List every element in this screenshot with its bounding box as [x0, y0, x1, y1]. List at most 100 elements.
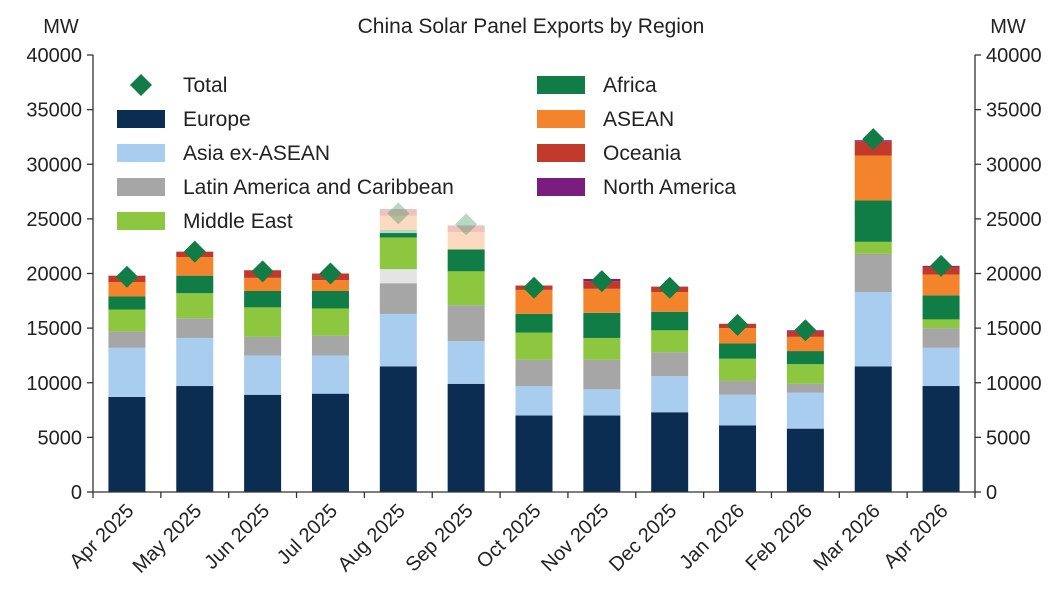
- bar-faded-latin-america-and-caribbean: [379, 269, 417, 284]
- legend-item-africa: Africa: [537, 74, 657, 97]
- bar-faded-asean: [447, 231, 485, 250]
- total-marker: [930, 254, 953, 277]
- bar-africa: [651, 311, 689, 331]
- bar-middle-east: [854, 241, 892, 254]
- legend: Total Europe Asia ex-ASEAN Latin America an…: [117, 74, 736, 233]
- right-y-tick-label: 10000: [986, 373, 1042, 395]
- bar-latin-america-and-caribbean: [447, 305, 485, 342]
- bar-europe: [719, 425, 757, 492]
- bar-asean: [311, 280, 349, 291]
- legend-label: ASEAN: [603, 108, 674, 131]
- bar-latin-america-and-caribbean: [786, 383, 824, 393]
- bar-asia-ex-asean: [651, 376, 689, 413]
- left-y-tick-label: 15000: [26, 318, 82, 340]
- chart-title: China Solar Panel Exports by Region: [358, 15, 705, 38]
- bar-middle-east: [108, 309, 146, 332]
- right-y-tick-label: 25000: [986, 209, 1042, 231]
- bar-africa: [854, 200, 892, 242]
- bar-asia-ex-asean: [379, 313, 417, 367]
- bar-africa: [244, 290, 282, 308]
- x-tick-label: Mar 2026: [809, 500, 884, 575]
- left-y-tick-label: 10000: [26, 373, 82, 395]
- bar-asean: [176, 257, 214, 276]
- bar-europe: [922, 386, 960, 492]
- bar-middle-east: [379, 237, 417, 270]
- bar-asia-ex-asean: [922, 347, 960, 387]
- legend-swatch: [117, 212, 165, 230]
- legend-item-asia-ex-asean: Asia ex-ASEAN: [117, 142, 330, 165]
- bar-europe: [583, 415, 621, 492]
- legend-label: Oceania: [603, 142, 682, 165]
- bar-europe: [651, 412, 689, 492]
- legend-label: Europe: [183, 108, 251, 131]
- total-marker: [862, 128, 885, 151]
- bar-faded-oceania: [447, 225, 485, 232]
- bar-latin-america-and-caribbean: [719, 380, 757, 395]
- bar-africa: [719, 343, 757, 359]
- x-tick-label: Jun 2025: [200, 500, 274, 574]
- bar-africa: [176, 275, 214, 294]
- total-marker: [115, 265, 138, 288]
- x-tick-label: Aug 2025: [334, 500, 410, 576]
- legend-swatch: [537, 76, 585, 94]
- bar-latin-america-and-caribbean: [651, 352, 689, 377]
- total-marker: [523, 276, 545, 299]
- bar-europe: [108, 396, 146, 492]
- bar-asean: [651, 292, 689, 312]
- bar-asia-ex-asean: [515, 386, 553, 416]
- bar-middle-east: [311, 308, 349, 336]
- bar-faded-asean: [379, 215, 417, 230]
- right-y-tick-label: 30000: [986, 154, 1042, 176]
- left-y-tick-label: 30000: [26, 154, 82, 176]
- bar-middle-east: [719, 358, 757, 381]
- bar-latin-america-and-caribbean: [922, 328, 960, 348]
- right-y-axis: 0 5000 10000 15000 20000 25000 30000 35000 40000: [974, 45, 1042, 504]
- bar-latin-america-and-caribbean: [176, 318, 214, 338]
- bar-asia-ex-asean: [447, 341, 485, 384]
- bar-europe: [854, 366, 892, 492]
- bar-latin-america-and-caribbean: [583, 359, 621, 390]
- bar-africa: [786, 351, 824, 365]
- bar-asean: [854, 155, 892, 201]
- x-tick-label: Jan 2026: [675, 500, 749, 574]
- bar-faded-africa: [379, 229, 417, 234]
- legend-item-middle-east: Middle East: [117, 210, 293, 233]
- left-y-tick-label: 40000: [26, 45, 82, 67]
- bar-africa: [311, 290, 349, 309]
- bar-africa: [108, 296, 146, 310]
- legend-swatch: [537, 144, 585, 162]
- x-tick-label: Dec 2025: [605, 500, 681, 576]
- legend-label: Asia ex-ASEAN: [183, 142, 330, 165]
- legend-label: North America: [603, 176, 736, 199]
- right-y-tick-label: 40000: [986, 45, 1042, 67]
- bar-latin-america-and-caribbean: [244, 336, 282, 356]
- bar-middle-east: [515, 332, 553, 360]
- bar-latin-america-and-caribbean: [108, 331, 146, 348]
- x-tick-label: Feb 2026: [742, 500, 817, 575]
- legend-swatch: [117, 144, 165, 162]
- total-marker: [183, 240, 206, 263]
- left-y-tick-label: 35000: [26, 100, 82, 122]
- left-axis-unit: MW: [43, 16, 79, 38]
- bar-latin-america-and-caribbean: [854, 253, 892, 293]
- bar-middle-east: [244, 307, 282, 337]
- bar-asia-ex-asean: [176, 337, 214, 387]
- legend-item-north-america: North America: [537, 176, 736, 199]
- legend-label: Total: [183, 74, 227, 97]
- total-marker: [319, 262, 342, 285]
- bar-latin-america-and-caribbean: [515, 359, 553, 387]
- right-y-tick-label: 15000: [986, 318, 1042, 340]
- right-y-tick-label: 35000: [986, 100, 1042, 122]
- bar-asean: [244, 277, 282, 291]
- bar-europe: [515, 415, 553, 492]
- bar-africa: [447, 249, 485, 272]
- bar-faded-oceania: [379, 209, 417, 216]
- x-tick-label: Sep 2025: [402, 500, 478, 576]
- bar-asean: [583, 288, 621, 313]
- x-tick-label: Oct 2025: [473, 500, 546, 573]
- bar-middle-east: [922, 319, 960, 329]
- total-marker: [658, 276, 681, 299]
- bar-asia-ex-asean: [244, 355, 282, 395]
